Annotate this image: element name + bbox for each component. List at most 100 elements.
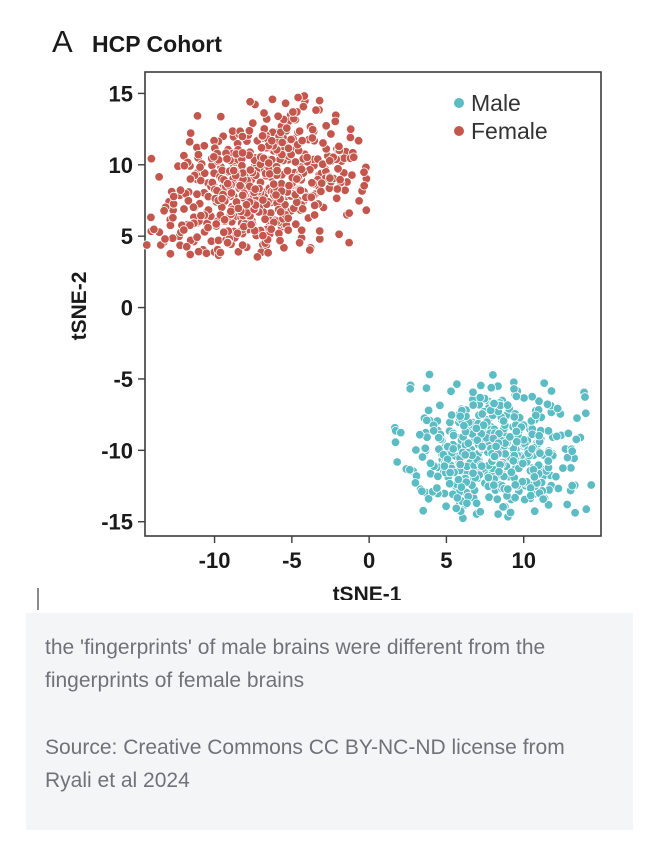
y-axis-label: tSNE-2 bbox=[68, 272, 91, 341]
male-point bbox=[491, 441, 501, 452]
male-point bbox=[567, 481, 577, 491]
female-point bbox=[213, 235, 224, 246]
male-point bbox=[405, 384, 415, 394]
male-point bbox=[422, 415, 432, 426]
female-point bbox=[280, 98, 291, 109]
female-point bbox=[160, 234, 170, 244]
male-point bbox=[551, 471, 561, 482]
male-point bbox=[512, 437, 522, 447]
male-point bbox=[420, 443, 431, 454]
y-tick-label: -15 bbox=[101, 510, 133, 535]
female-point bbox=[283, 225, 293, 235]
female-point bbox=[290, 157, 301, 167]
female-point bbox=[267, 94, 278, 105]
x-tick-label: 0 bbox=[363, 548, 375, 573]
female-point bbox=[334, 229, 344, 240]
female-point bbox=[233, 247, 244, 257]
female-point bbox=[179, 160, 190, 171]
male-point bbox=[586, 480, 596, 490]
female-point bbox=[188, 202, 199, 212]
female-point bbox=[185, 220, 195, 231]
female-point bbox=[165, 249, 176, 259]
female-point bbox=[345, 132, 356, 143]
male-point bbox=[581, 408, 591, 419]
male-point bbox=[468, 468, 478, 479]
female-point bbox=[316, 186, 326, 197]
female-point bbox=[216, 111, 226, 122]
female-point bbox=[154, 172, 164, 182]
male-point bbox=[459, 421, 469, 431]
female-point bbox=[195, 175, 206, 186]
female-point bbox=[275, 235, 285, 246]
female-point bbox=[245, 97, 255, 107]
female-point bbox=[237, 190, 248, 201]
male-point bbox=[531, 410, 541, 421]
legend-marker-male bbox=[454, 98, 464, 108]
male-point bbox=[460, 450, 470, 460]
male-point bbox=[510, 493, 520, 503]
male-point bbox=[456, 482, 467, 492]
female-point bbox=[306, 192, 317, 203]
female-point bbox=[211, 219, 221, 229]
male-point bbox=[468, 387, 478, 398]
female-point bbox=[199, 141, 210, 151]
y-tick-label: 10 bbox=[109, 153, 133, 178]
male-point bbox=[410, 478, 421, 488]
female-point bbox=[361, 205, 372, 215]
y-tick-label: 0 bbox=[121, 296, 133, 321]
female-point bbox=[203, 222, 213, 233]
y-tick-label: 5 bbox=[121, 224, 133, 249]
female-point bbox=[193, 149, 204, 160]
female-point bbox=[349, 152, 359, 162]
male-point bbox=[498, 502, 508, 512]
female-point bbox=[293, 92, 303, 103]
male-point bbox=[433, 471, 443, 482]
female-point bbox=[297, 225, 307, 236]
male-point bbox=[562, 499, 572, 510]
female-point bbox=[266, 224, 276, 234]
female-point bbox=[250, 184, 260, 194]
male-point bbox=[448, 430, 459, 441]
female-point bbox=[359, 167, 369, 177]
female-point bbox=[276, 207, 286, 217]
male-point bbox=[445, 479, 455, 489]
female-point bbox=[282, 123, 292, 133]
y-tick-label: 15 bbox=[109, 81, 133, 106]
male-point bbox=[562, 452, 573, 463]
female-point bbox=[307, 178, 317, 188]
male-point bbox=[563, 428, 574, 439]
male-point bbox=[530, 506, 540, 516]
male-point bbox=[546, 386, 557, 396]
male-point bbox=[468, 400, 478, 410]
male-point bbox=[390, 437, 401, 447]
female-point bbox=[314, 95, 325, 106]
y-axis: 15 10 5 0 -5 -10 -15 bbox=[101, 81, 145, 535]
female-point bbox=[259, 108, 269, 118]
x-tick-label: 10 bbox=[511, 548, 535, 573]
male-point bbox=[392, 457, 402, 467]
female-point bbox=[237, 148, 248, 158]
male-point bbox=[439, 461, 450, 471]
source-credit: Source: Creative Commons CC BY-NC-ND lic… bbox=[45, 736, 565, 792]
female-point bbox=[309, 210, 320, 220]
female-point bbox=[318, 138, 328, 148]
legend: Male Female bbox=[454, 90, 548, 144]
male-point bbox=[471, 498, 482, 509]
tsne-figure: A HCP Cohort -10 -5 0 5 10 15 10 5 0 -5 -10 -15 tS… bbox=[52, 24, 602, 600]
female-point bbox=[344, 208, 354, 218]
male-point bbox=[527, 392, 537, 402]
male-point bbox=[519, 393, 529, 403]
male-point bbox=[452, 493, 463, 503]
male-point bbox=[567, 446, 577, 456]
male-point bbox=[445, 467, 455, 478]
male-point bbox=[566, 463, 576, 473]
male-point bbox=[503, 484, 513, 494]
female-point bbox=[146, 153, 157, 164]
female-point bbox=[283, 213, 293, 224]
female-point bbox=[241, 200, 252, 210]
male-point bbox=[455, 411, 465, 422]
male-point bbox=[538, 494, 548, 504]
female-point bbox=[237, 131, 248, 142]
female-point bbox=[282, 166, 293, 176]
female-point bbox=[175, 185, 186, 195]
